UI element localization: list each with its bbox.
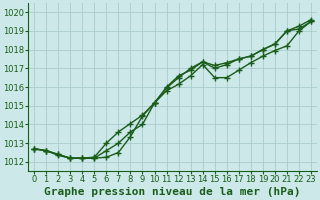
X-axis label: Graphe pression niveau de la mer (hPa): Graphe pression niveau de la mer (hPa) [44, 187, 301, 197]
